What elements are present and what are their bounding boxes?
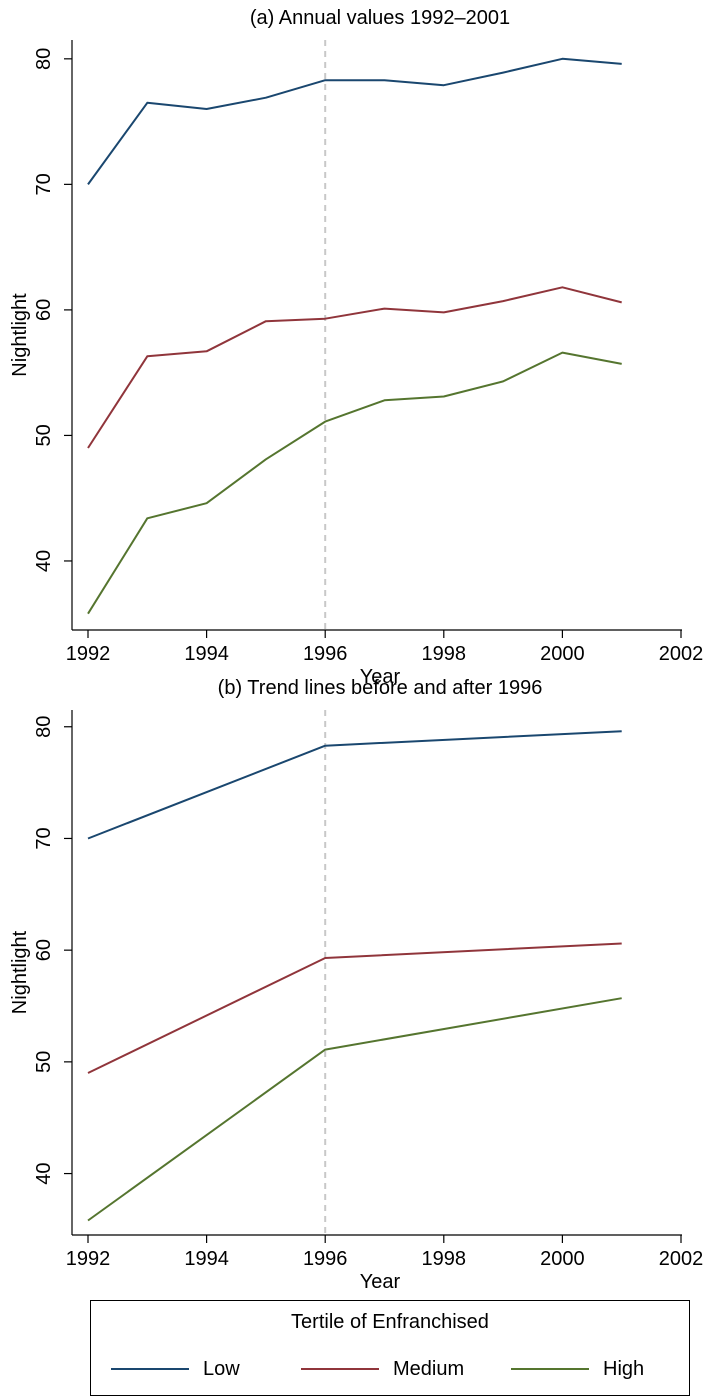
chart-panel-b: (b) Trend lines before and after 1996 40 5… (9, 677, 704, 1293)
panel-b-x-tick-label-1998: 1998 (422, 1248, 467, 1270)
panel-a-series-high-line (87, 351, 622, 615)
legend-item-medium: Medium (301, 1357, 464, 1381)
panel-a-x-tick-label-2002: 2002 (659, 643, 704, 665)
chart-svg: (a) Annual values 1992–2001 40 50 60 70 80 199… (9, 7, 704, 1293)
panel-a-x-axis-title: Year (360, 666, 401, 688)
legend-label-medium: Medium (393, 1357, 465, 1380)
panel-b-x-tick-label-2002: 2002 (659, 1248, 704, 1270)
panel-a-y-tick-label-50: 50 (33, 424, 55, 446)
panel-a-x-tick-label-2000: 2000 (540, 643, 585, 665)
panel-a-series-low-line (87, 57, 622, 185)
panel-a-y-axis-title: Nightlight (9, 293, 31, 377)
panel-a-y-tick-label-80: 80 (33, 48, 55, 70)
panel-b-series-high-line (87, 997, 622, 1222)
panel-a-x-tick-label-1998: 1998 (422, 643, 467, 665)
panel-b-y-tick-label-50: 50 (33, 1051, 55, 1073)
panel-a-y-tick-label-60: 60 (33, 299, 55, 321)
legend-swatch-low (111, 1368, 189, 1370)
legend-label-high: High (603, 1357, 645, 1380)
legend-item-high: High (511, 1357, 644, 1381)
panel-b-y-axis-title: Nightlight (9, 930, 31, 1014)
legend-title: Tertile of Enfranchised (291, 1311, 489, 1333)
chart-panel-a: (a) Annual values 1992–2001 40 50 60 70 80 199… (9, 7, 703, 688)
panel-b-x-tick-label-2000: 2000 (540, 1248, 585, 1270)
panel-b-title: (b) Trend lines before and after 1996 (218, 677, 543, 699)
panel-a-x-tick-label-1996: 1996 (303, 643, 348, 665)
panel-b-y-tick-label-60: 60 (33, 939, 55, 961)
panel-b-x-tick-label-1994: 1994 (184, 1248, 229, 1270)
panel-a-series-medium-line (87, 286, 622, 449)
legend-swatch-medium (301, 1368, 379, 1370)
legend-label-low: Low (203, 1357, 240, 1380)
legend: Tertile of Enfranchised Low Medium High (90, 1300, 690, 1396)
panel-b-y-tick-label-70: 70 (33, 827, 55, 849)
panel-b-y-tick-label-80: 80 (33, 716, 55, 738)
panel-b-y-tick-label-40: 40 (33, 1162, 55, 1184)
panel-b-series-medium-line (87, 942, 622, 1074)
panel-a-x-tick-label-1992: 1992 (66, 643, 111, 665)
panel-b-x-axis-title: Year (360, 1271, 401, 1290)
panel-a-title: (a) Annual values 1992–2001 (250, 7, 510, 29)
panel-a-x-tick-label-1994: 1994 (184, 643, 229, 665)
legend-item-low: Low (111, 1357, 240, 1381)
legend-swatch-high (511, 1368, 589, 1370)
panel-b-x-tick-label-1992: 1992 (66, 1248, 111, 1270)
panel-a-y-tick-label-70: 70 (33, 173, 55, 195)
panel-b-x-tick-label-1996: 1996 (303, 1248, 348, 1270)
panel-b-series-low-line (87, 730, 622, 840)
panel-a-y-tick-label-40: 40 (33, 550, 55, 572)
